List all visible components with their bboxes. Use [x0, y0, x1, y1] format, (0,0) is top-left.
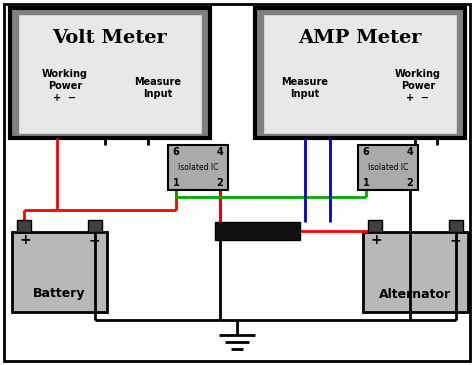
Text: Isolated IC: Isolated IC [178, 162, 218, 172]
Bar [363, 232, 468, 312]
Text: 1: 1 [363, 178, 369, 188]
Text: Measure
Input: Measure Input [135, 77, 182, 99]
Bar [12, 232, 107, 312]
Bar [449, 220, 463, 232]
Text: Working
Power
+  −: Working Power + − [395, 69, 441, 103]
Text: 6: 6 [363, 147, 369, 157]
Text: Measure
Input: Measure Input [282, 77, 328, 99]
Text: +: + [19, 233, 31, 247]
Bar [263, 14, 457, 134]
Bar [88, 220, 102, 232]
Text: Isolated IC: Isolated IC [368, 162, 408, 172]
Text: 2: 2 [407, 178, 413, 188]
Bar [368, 220, 382, 232]
Text: Battery: Battery [33, 288, 86, 300]
Text: 4: 4 [407, 147, 413, 157]
Text: AMP Meter: AMP Meter [298, 29, 422, 47]
Text: 4: 4 [217, 147, 223, 157]
Text: +: + [370, 233, 382, 247]
Text: 6: 6 [173, 147, 179, 157]
Bar [255, 8, 465, 138]
Text: −: − [449, 233, 461, 247]
Text: Working
Power
+  −: Working Power + − [42, 69, 88, 103]
Bar [17, 220, 31, 232]
Text: Volt Meter: Volt Meter [53, 29, 167, 47]
Bar [215, 222, 300, 240]
Bar [168, 145, 228, 190]
Bar [18, 14, 202, 134]
Bar [10, 8, 210, 138]
Bar [358, 145, 418, 190]
Text: 1: 1 [173, 178, 179, 188]
Text: 2: 2 [217, 178, 223, 188]
Text: −: − [88, 233, 100, 247]
Text: Alternator: Alternator [380, 288, 452, 300]
